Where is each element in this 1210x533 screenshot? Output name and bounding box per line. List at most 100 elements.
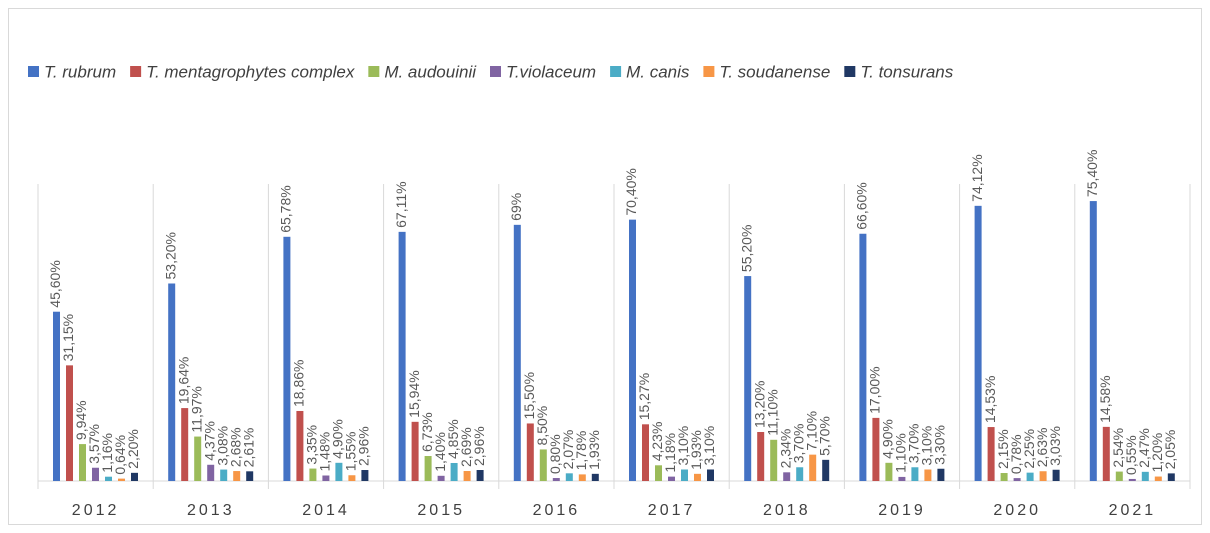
value-label: 4,90% [330, 419, 346, 459]
value-label: 31,15% [60, 314, 76, 361]
bar [450, 462, 458, 481]
value-label: 4,90% [880, 419, 896, 459]
value-label: 3,10% [919, 426, 935, 466]
value-label: 2,15% [995, 429, 1011, 469]
bar [118, 478, 125, 481]
value-label: 2,05% [1162, 430, 1178, 470]
value-label: 2,96% [356, 426, 372, 466]
value-label: 55,20% [738, 225, 754, 272]
value-label: 66,60% [854, 182, 870, 229]
value-label: 19,64% [175, 357, 191, 404]
bar [796, 467, 804, 481]
bar [859, 233, 867, 481]
bar [361, 470, 369, 481]
bar [937, 468, 945, 481]
value-label: 3,35% [304, 425, 320, 465]
bar [1039, 471, 1047, 481]
bar [1089, 201, 1097, 481]
value-label: 3,10% [675, 426, 691, 466]
value-label: 2,69% [458, 427, 474, 467]
bar [105, 476, 112, 481]
value-label: 67,11% [393, 181, 409, 227]
value-label: 2,63% [1034, 428, 1050, 468]
bar [437, 475, 445, 481]
value-label: 3,10% [701, 426, 717, 466]
bar [783, 472, 791, 481]
legend-swatch [490, 66, 501, 77]
value-label: 2,25% [1021, 429, 1037, 469]
bar [1026, 472, 1034, 481]
value-label: 0,55% [1123, 435, 1139, 475]
value-label: 13,20% [751, 381, 767, 428]
value-label: 1,78% [573, 431, 589, 471]
bar [707, 469, 714, 481]
value-label: 3,08% [214, 426, 230, 466]
legend-swatch [844, 66, 856, 77]
value-label: 2,34% [777, 429, 793, 469]
bar [526, 423, 534, 481]
value-label: 6,73% [419, 412, 435, 452]
value-label: 14,53% [982, 376, 998, 423]
value-label: 3,70% [790, 424, 806, 464]
bar [1154, 476, 1162, 481]
legend-label: M. audouinii [384, 62, 477, 81]
x-tick-label: 2013 [187, 502, 235, 519]
value-label: 69% [508, 193, 524, 221]
bar [1000, 473, 1008, 481]
value-label: 8,50% [534, 406, 550, 446]
bar [476, 470, 484, 481]
bar [283, 236, 291, 481]
bar [348, 475, 356, 481]
bar [411, 421, 419, 481]
value-label: 0,78% [1008, 434, 1024, 474]
value-label: 2,68% [227, 427, 243, 467]
bar [79, 444, 86, 481]
bar [194, 436, 202, 481]
value-label: 7,10% [803, 411, 819, 451]
legend-swatch [28, 66, 39, 77]
bar [655, 465, 662, 481]
value-label: 74,12% [969, 154, 985, 201]
x-tick-label: 2017 [648, 502, 696, 519]
value-label: 2,07% [560, 430, 576, 470]
bar [924, 469, 932, 481]
bar [53, 311, 60, 481]
bar [872, 417, 880, 481]
value-label: 1,16% [99, 433, 115, 473]
bar [92, 467, 99, 481]
legend-label: T. tonsurans [860, 62, 953, 81]
legend-label: T. rubrum [44, 62, 116, 81]
bar [668, 476, 675, 481]
bar [809, 454, 817, 481]
bar [694, 473, 701, 481]
value-label: 5,70% [816, 416, 832, 456]
bar [233, 471, 241, 481]
value-label: 53,20% [162, 232, 178, 279]
value-label: 3,70% [906, 424, 922, 464]
value-label: 4,37% [201, 421, 217, 461]
bar [1128, 478, 1136, 481]
bar [629, 219, 636, 481]
bar [335, 462, 343, 481]
x-tick-label: 2016 [533, 502, 581, 519]
bar [207, 464, 215, 481]
value-label: 2,61% [240, 428, 256, 468]
bar [974, 205, 982, 481]
value-label: 45,60% [47, 260, 63, 307]
bar [1013, 478, 1021, 481]
value-label: 2,20% [125, 429, 141, 469]
value-label: 18,86% [291, 359, 307, 406]
bar [322, 475, 330, 481]
legend-label: T.violaceum [506, 62, 596, 81]
bar [1167, 473, 1175, 481]
bar [539, 449, 547, 481]
value-label: 1,55% [343, 432, 359, 472]
bar [246, 471, 254, 481]
bar [131, 472, 138, 481]
value-label: 1,18% [662, 433, 678, 473]
value-label: 4,23% [649, 422, 665, 462]
value-label: 1,10% [893, 433, 909, 473]
value-label: 65,78% [278, 185, 294, 232]
bar [757, 431, 765, 481]
bar [578, 474, 586, 481]
